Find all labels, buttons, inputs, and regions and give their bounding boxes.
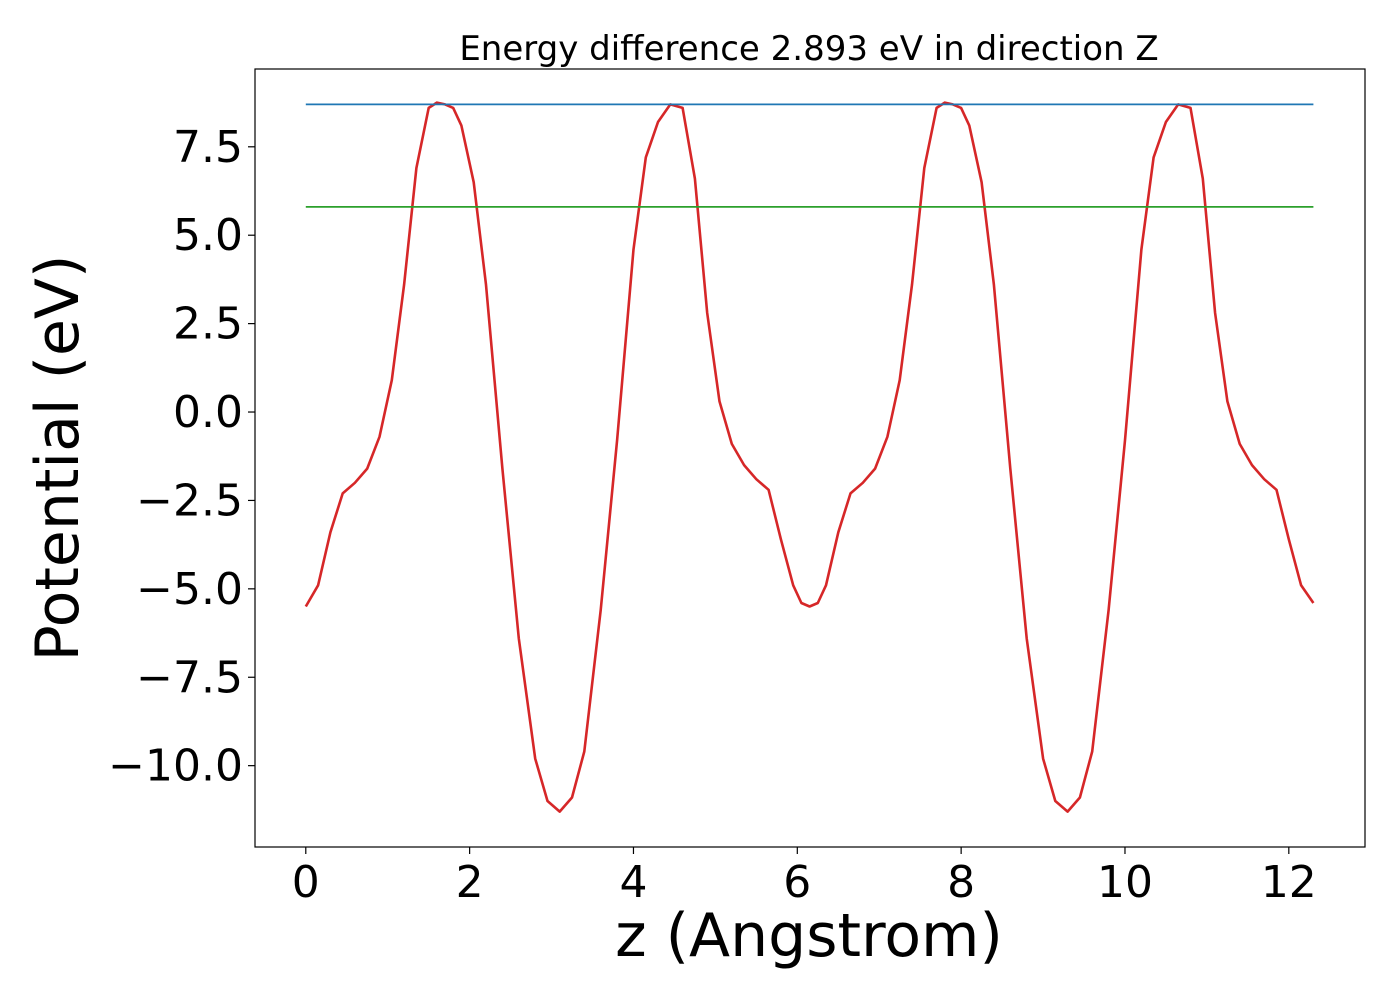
- y-axis-label: Potential (eV): [23, 255, 93, 662]
- x-tick-label: 4: [619, 857, 647, 908]
- y-tick-label: 2.5: [173, 299, 243, 350]
- x-tick-label: 12: [1261, 857, 1317, 908]
- x-axis-label: z (Angstrom): [615, 901, 1003, 971]
- y-tick-label: −7.5: [136, 652, 243, 703]
- y-tick-label: 0.0: [173, 387, 243, 438]
- y-ticks: 7.5 5.0 2.5 0.0 −2.5 −5.0 −7.5 −10.0: [108, 122, 255, 792]
- x-tick-label: 10: [1097, 857, 1153, 908]
- y-tick-label: −5.0: [136, 564, 243, 615]
- y-tick-label: −10.0: [108, 741, 243, 792]
- x-tick-label: 6: [783, 857, 811, 908]
- chart-title: Energy difference 2.893 eV in direction …: [459, 29, 1158, 69]
- y-tick-label: 7.5: [173, 122, 243, 173]
- plot-frame: [254, 68, 1366, 848]
- y-tick-label: 5.0: [173, 210, 243, 261]
- x-tick-label: 8: [947, 857, 975, 908]
- x-tick-label: 2: [456, 857, 484, 908]
- series-line-0: [304, 101, 1315, 813]
- y-tick-label: −2.5: [136, 475, 243, 526]
- x-tick-label: 0: [292, 857, 320, 908]
- x-ticks: 0 2 4 6 8 10 12: [292, 847, 1317, 908]
- series-layer: [304, 101, 1315, 813]
